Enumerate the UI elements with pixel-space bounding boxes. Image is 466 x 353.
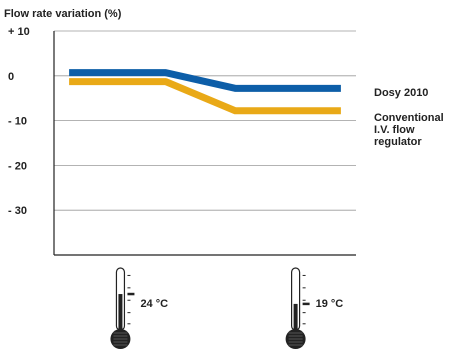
- grid-lines: [54, 30, 356, 211]
- series-line-1: [69, 78, 341, 115]
- y-axis-ticks: + 10 0 - 10 - 20 - 30: [8, 26, 30, 217]
- temperature-label: 24 °C: [140, 298, 168, 310]
- chart-title: Flow rate variation (%): [4, 8, 122, 20]
- series-lines: [69, 69, 341, 115]
- thermometer-icon: [110, 267, 135, 349]
- temperature-label: 19 °C: [316, 298, 344, 310]
- y-tick-label: 0: [8, 71, 14, 83]
- temperature-annotations: 24 °C 19 °C: [110, 267, 344, 349]
- y-tick-label: - 30: [8, 205, 27, 217]
- y-tick-label: - 10: [8, 116, 27, 128]
- series-line-0: [69, 69, 341, 92]
- y-tick-label: - 20: [8, 160, 27, 172]
- legend: Dosy 2010 Conventional I.V. flow regulator: [374, 87, 444, 148]
- legend-label-0: Dosy 2010: [374, 87, 428, 99]
- y-tick-label: + 10: [8, 26, 30, 38]
- thermometer-icon: [285, 267, 310, 349]
- legend-label-1: Conventional I.V. flow regulator: [374, 112, 444, 148]
